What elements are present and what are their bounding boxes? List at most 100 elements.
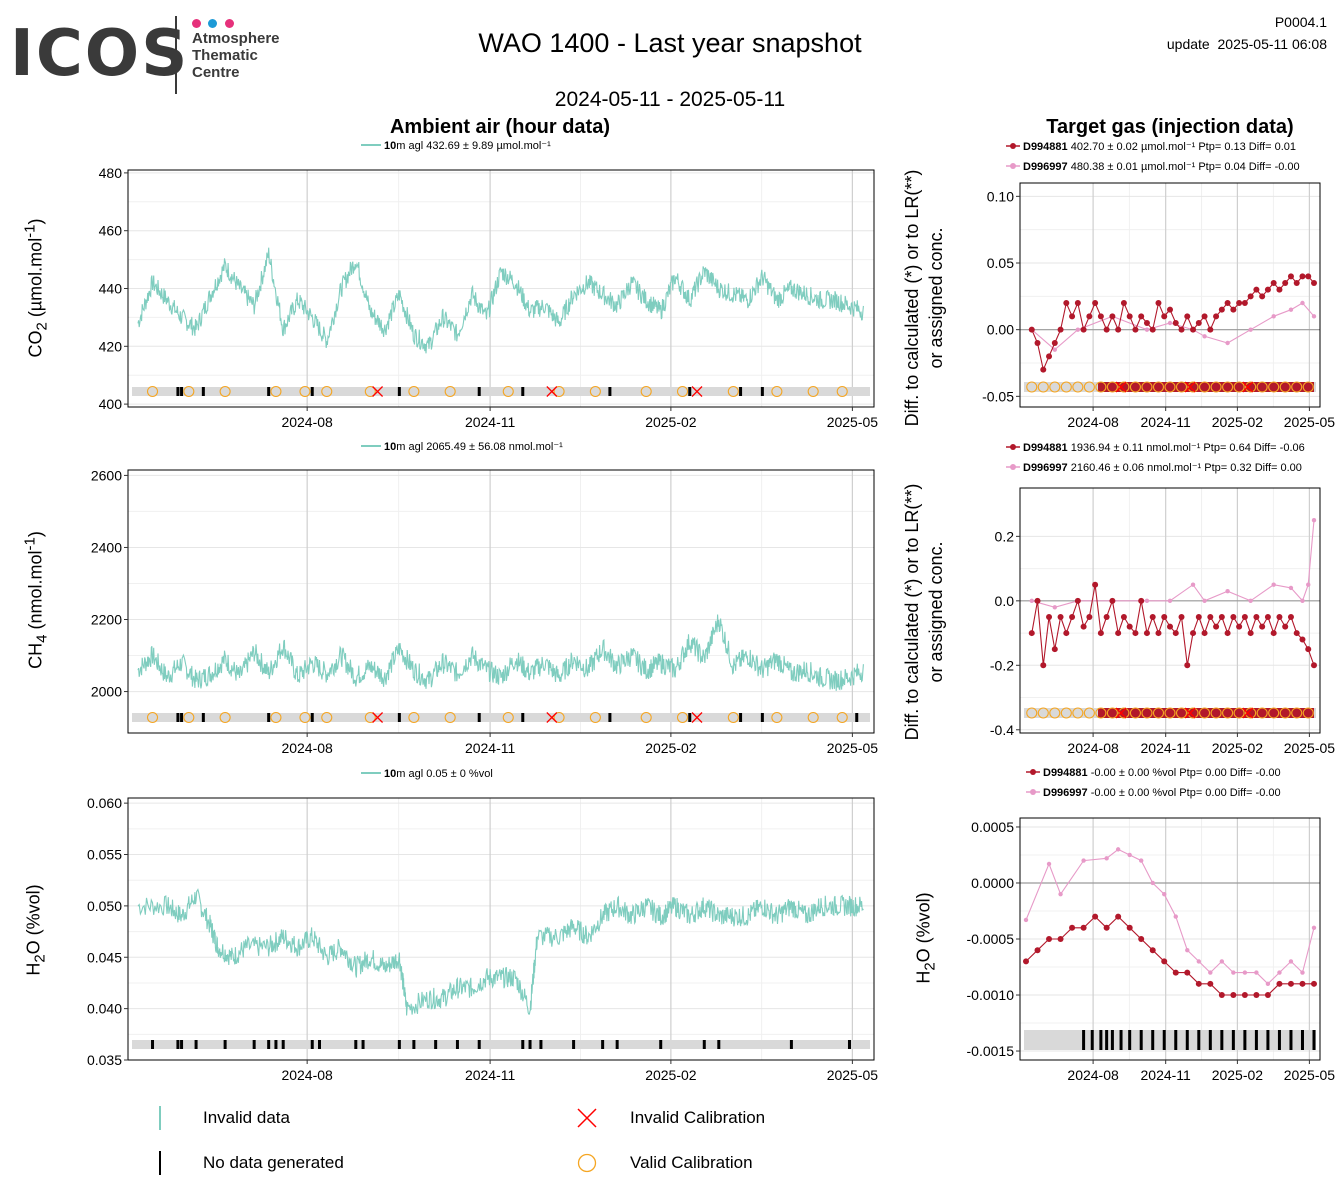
valid-cal-mark [219, 711, 231, 724]
invalid-cal-mark [691, 386, 703, 397]
invalid-cal-mark [546, 386, 558, 397]
target-legend-name: D994881 [1023, 141, 1071, 153]
no-data-mark [1185, 1030, 1189, 1050]
valid-cal-mark [321, 711, 333, 724]
d996997-point [1277, 970, 1282, 975]
d994881-point [1201, 313, 1208, 320]
no-data-mark [477, 387, 481, 396]
d994881-point [1161, 613, 1168, 620]
d996997-point [1271, 314, 1276, 319]
no-data-mark [223, 1040, 227, 1049]
no-data-mark [252, 1040, 256, 1049]
no-data-mark [528, 1040, 532, 1049]
d994881-point [1207, 326, 1214, 333]
d996997-point [1196, 959, 1202, 964]
x-tick-label: 2025-02 [645, 414, 697, 430]
valid-cal-mark [1256, 707, 1268, 719]
target-legend-entry: D994881 402.70 ± 0.02 µmol.mol⁻¹ Ptp= 0.… [1023, 141, 1296, 153]
d994881-point [1080, 623, 1087, 630]
y-tick-label: 480 [99, 165, 123, 181]
no-data-mark [477, 1040, 481, 1049]
no-data-mark [354, 1040, 358, 1049]
x-tick-label: 2024-11 [465, 414, 516, 430]
d994881-point [1161, 958, 1168, 965]
d994881-point [1270, 280, 1277, 286]
d996997-point [1127, 852, 1132, 858]
d994881-point [1040, 662, 1047, 669]
target-legend-entry: D994881 1936.94 ± 0.11 nmol.mol⁻¹ Ptp= 0… [1023, 442, 1305, 454]
d994881-point [1023, 958, 1029, 965]
no-data-mark [1208, 1030, 1212, 1050]
d994881-point [1138, 597, 1145, 604]
target-section-title: Target gas (injection data) [1046, 116, 1294, 138]
d994881-point [1046, 613, 1053, 620]
no-data-mark [1243, 1030, 1247, 1050]
flag-band [132, 387, 870, 396]
no-data-mark [702, 1040, 706, 1049]
d994881-point [1195, 980, 1202, 987]
h2o-target-chart: -0.0015 -0.0010 -0.0005 0.0000 0.0005 2024-08… [967, 767, 1336, 1083]
x-tick-label: 2024-08 [1067, 740, 1119, 756]
no-data-mark [1220, 1030, 1224, 1050]
d994881-point [1143, 320, 1150, 326]
no-data-mark [1254, 1030, 1258, 1050]
target-legend-name: D994881 [1023, 442, 1071, 454]
no-data-mark [760, 713, 764, 722]
valid-cal-mark [1233, 381, 1245, 393]
no-data-mark [1105, 1030, 1109, 1050]
d994881-point [1213, 313, 1220, 320]
d996997-point [1311, 925, 1317, 930]
d996997-point [1162, 891, 1167, 897]
target-legend-name: D996997 [1023, 462, 1071, 474]
valid-cal-mark [1072, 381, 1084, 393]
d994881-point [1270, 630, 1277, 637]
d994881-point [1132, 630, 1139, 637]
d996997-point [1254, 970, 1259, 975]
d994881-point [1190, 630, 1197, 637]
logo-sub-line-1: Atmosphere [192, 30, 280, 47]
target-legend-name: D996997 [1023, 161, 1071, 173]
no-data-mark [267, 387, 271, 396]
y-tick-label: -0.4 [990, 722, 1014, 738]
invalid-data-symbol [159, 1106, 161, 1130]
y-tick-label: 460 [99, 223, 123, 239]
no-data-mark [1300, 1030, 1304, 1050]
valid-cal-mark [1037, 707, 1049, 719]
no-data-mark [477, 713, 481, 722]
valid-cal-mark [146, 711, 159, 724]
x-tick-label: 2025-05 [827, 414, 879, 430]
d994881-point [1063, 630, 1070, 637]
invalid-data-label: Invalid data [203, 1108, 290, 1127]
d994881-point [1132, 326, 1139, 333]
legend-entry-rest: m agl 432.69 ± 9.89 µmol.mol⁻¹ [396, 140, 551, 152]
no-data-mark [739, 387, 743, 396]
plot-background [1020, 183, 1320, 407]
d994881-point [1253, 992, 1260, 999]
x-tick-label: 2024-11 [1141, 740, 1192, 756]
no-data-label: No data generated [203, 1153, 344, 1172]
valid-cal-mark [1083, 707, 1095, 719]
valid-cal-mark [771, 385, 783, 398]
valid-cal-mark [1049, 707, 1061, 719]
d994881-point [1287, 273, 1294, 280]
d994881-point [1103, 613, 1110, 620]
y-tick-label: 0.0000 [971, 875, 1014, 891]
d994881-point [1293, 280, 1300, 286]
no-data-mark [412, 1040, 416, 1049]
valid-cal-mark [640, 385, 652, 398]
invalid-cal-mark [1115, 381, 1127, 393]
d994881-point [1293, 630, 1300, 637]
icos-logo: ICOS Atmosphere Thematic Centre [10, 14, 300, 98]
d994881-point [1155, 300, 1162, 306]
no-data-mark [1090, 1030, 1094, 1050]
plot-background [128, 470, 874, 733]
valid-cal-mark [444, 385, 456, 398]
y-tick-label: 2000 [91, 684, 122, 700]
h2o-ambient-chart: 0.035 0.040 0.045 0.050 0.055 0.060 2024-08 202… [87, 768, 878, 1083]
x-tick-label: 2025-05 [1284, 1067, 1336, 1083]
valid-cal-mark [444, 711, 456, 724]
target-legend-name: D996997 [1043, 787, 1091, 799]
d994881-point [1230, 992, 1237, 999]
d994881-point [1080, 326, 1087, 333]
y-tick-label: 2200 [91, 612, 122, 628]
